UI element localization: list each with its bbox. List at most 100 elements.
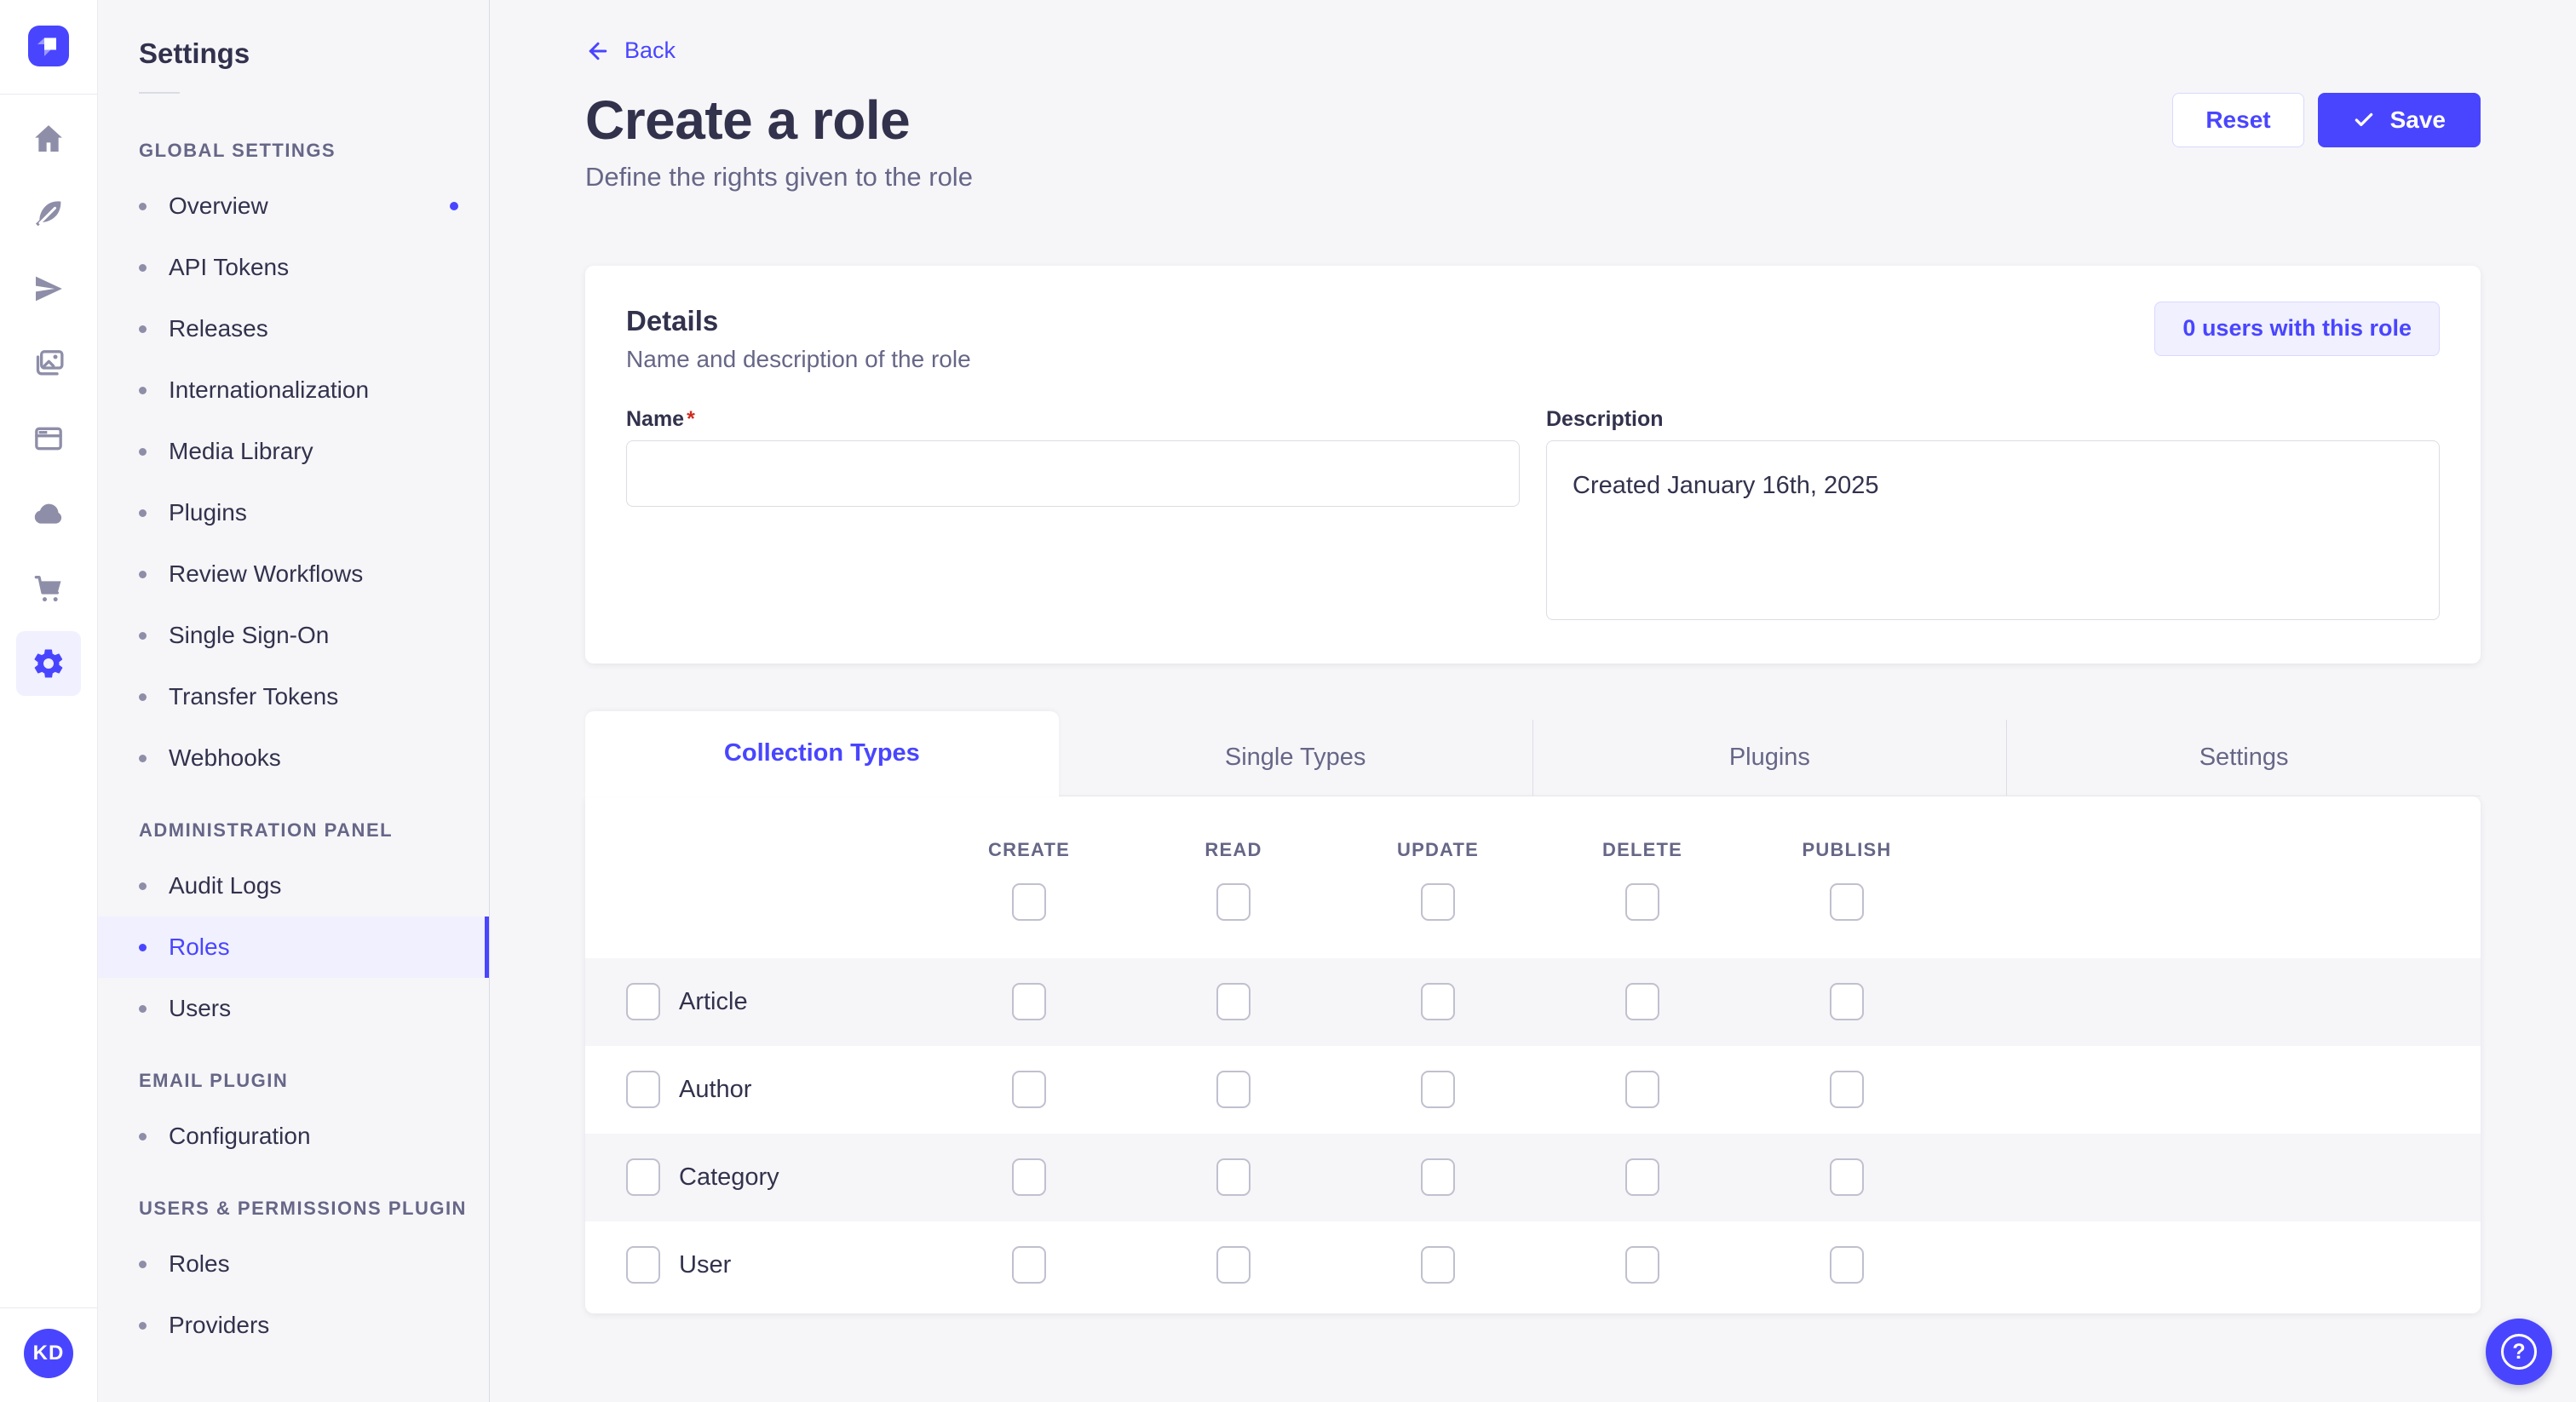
author-update-checkbox[interactable] bbox=[1421, 1071, 1455, 1108]
select-all-read-checkbox[interactable] bbox=[1216, 882, 1251, 921]
settings-sidebar: Settings GLOBAL SETTINGS Overview API To… bbox=[98, 0, 490, 1402]
user-publish-checkbox[interactable] bbox=[1830, 1246, 1864, 1284]
rail-divider-bottom bbox=[0, 1307, 97, 1308]
category-create-checkbox[interactable] bbox=[1012, 1158, 1046, 1196]
section-label: USERS & PERMISSIONS PLUGIN bbox=[139, 1198, 467, 1219]
sidebar-item-providers[interactable]: Providers bbox=[98, 1295, 489, 1356]
category-read-checkbox[interactable] bbox=[1216, 1158, 1251, 1196]
sidebar-item-internationalization[interactable]: Internationalization bbox=[98, 359, 489, 421]
row-article-select-checkbox[interactable] bbox=[626, 983, 660, 1020]
column-header-publish: PUBLISH bbox=[1802, 838, 1892, 860]
category-publish-checkbox[interactable] bbox=[1830, 1158, 1864, 1196]
article-publish-checkbox[interactable] bbox=[1830, 983, 1864, 1020]
back-link[interactable]: Back bbox=[585, 37, 676, 64]
sidebar-item-plugins[interactable]: Plugins bbox=[98, 482, 489, 543]
tab-single-types[interactable]: Single Types bbox=[1224, 743, 1366, 771]
sidebar-item-api-tokens[interactable]: API Tokens bbox=[98, 237, 489, 298]
user-read-checkbox[interactable] bbox=[1216, 1246, 1251, 1284]
category-delete-checkbox[interactable] bbox=[1625, 1158, 1659, 1196]
article-update-checkbox[interactable] bbox=[1421, 983, 1455, 1020]
sidebar-item-audit-logs[interactable]: Audit Logs bbox=[98, 855, 489, 916]
tab-plugins[interactable]: Plugins bbox=[1532, 719, 2007, 796]
tab-collection-types[interactable]: Collection Types bbox=[585, 710, 1059, 796]
required-asterisk: * bbox=[687, 406, 695, 431]
settings-gear-icon[interactable] bbox=[16, 631, 81, 696]
select-all-publish-checkbox[interactable] bbox=[1830, 882, 1864, 921]
permission-row-article: Article bbox=[585, 957, 2481, 1046]
sidebar-item-review-workflows[interactable]: Review Workflows bbox=[98, 543, 489, 605]
layout-icon[interactable] bbox=[16, 406, 81, 471]
sidebar-item-overview[interactable]: Overview bbox=[98, 175, 489, 237]
select-all-create-checkbox[interactable] bbox=[1012, 882, 1046, 921]
sidebar-item-configuration[interactable]: Configuration bbox=[98, 1106, 489, 1167]
question-mark-icon: ? bbox=[2501, 1334, 2537, 1370]
sidebar-title-divider bbox=[139, 92, 180, 94]
row-label: Category bbox=[679, 1163, 779, 1191]
sidebar-title: Settings bbox=[139, 37, 250, 69]
media-icon[interactable] bbox=[16, 331, 81, 396]
sidebar-item-media-library[interactable]: Media Library bbox=[98, 421, 489, 482]
user-avatar[interactable]: KD bbox=[24, 1329, 73, 1378]
row-label: Article bbox=[679, 987, 748, 1015]
select-all-update-checkbox[interactable] bbox=[1421, 882, 1455, 921]
article-create-checkbox[interactable] bbox=[1012, 983, 1046, 1020]
user-update-checkbox[interactable] bbox=[1421, 1246, 1455, 1284]
save-button[interactable]: Save bbox=[2317, 92, 2481, 147]
bullet-icon bbox=[139, 692, 147, 701]
section-label: EMAIL PLUGIN bbox=[139, 1070, 289, 1091]
cart-icon[interactable] bbox=[16, 556, 81, 621]
feather-icon[interactable] bbox=[16, 181, 81, 246]
cloud-icon[interactable] bbox=[16, 481, 81, 546]
home-icon[interactable] bbox=[16, 106, 81, 171]
bullet-icon bbox=[139, 1260, 147, 1268]
row-label: User bbox=[679, 1250, 732, 1278]
sidebar-item-releases[interactable]: Releases bbox=[98, 298, 489, 359]
section-label: GLOBAL SETTINGS bbox=[139, 140, 336, 161]
sidebar-item-roles-up[interactable]: Roles bbox=[98, 1233, 489, 1295]
select-all-delete-checkbox[interactable] bbox=[1625, 882, 1659, 921]
details-subheading: Name and description of the role bbox=[626, 345, 971, 372]
reset-button[interactable]: Reset bbox=[2172, 92, 2304, 147]
send-icon[interactable] bbox=[16, 256, 81, 321]
sidebar-item-users[interactable]: Users bbox=[98, 978, 489, 1039]
role-name-input[interactable] bbox=[626, 440, 1520, 507]
article-delete-checkbox[interactable] bbox=[1625, 983, 1659, 1020]
row-label: Author bbox=[679, 1075, 752, 1103]
sidebar-item-webhooks[interactable]: Webhooks bbox=[98, 727, 489, 789]
bullet-icon bbox=[139, 1321, 147, 1330]
help-button[interactable]: ? bbox=[2486, 1319, 2552, 1385]
strapi-logo[interactable] bbox=[28, 26, 69, 66]
details-heading: Details bbox=[626, 304, 719, 336]
permissions-section: Collection Types Single Types Plugins Se… bbox=[585, 710, 2481, 1313]
check-icon bbox=[2355, 112, 2372, 126]
row-user-select-checkbox[interactable] bbox=[626, 1246, 660, 1284]
author-publish-checkbox[interactable] bbox=[1830, 1071, 1864, 1108]
permission-row-user: User bbox=[585, 1221, 2481, 1309]
sidebar-item-single-sign-on[interactable]: Single Sign-On bbox=[98, 605, 489, 666]
row-author-select-checkbox[interactable] bbox=[626, 1071, 660, 1108]
sidebar-item-roles-admin[interactable]: Roles bbox=[98, 916, 489, 978]
bullet-icon bbox=[139, 631, 147, 640]
bullet-icon bbox=[139, 1132, 147, 1141]
sidebar-item-transfer-tokens[interactable]: Transfer Tokens bbox=[98, 666, 489, 727]
users-with-role-button[interactable]: 0 users with this role bbox=[2154, 301, 2440, 356]
user-delete-checkbox[interactable] bbox=[1625, 1246, 1659, 1284]
row-category-select-checkbox[interactable] bbox=[626, 1158, 660, 1196]
bullet-icon bbox=[139, 1004, 147, 1013]
article-read-checkbox[interactable] bbox=[1216, 983, 1251, 1020]
author-create-checkbox[interactable] bbox=[1012, 1071, 1046, 1108]
column-header-delete: DELETE bbox=[1602, 838, 1682, 860]
bullet-icon bbox=[139, 754, 147, 762]
author-read-checkbox[interactable] bbox=[1216, 1071, 1251, 1108]
bullet-icon bbox=[139, 325, 147, 333]
tab-settings[interactable]: Settings bbox=[2006, 719, 2481, 796]
column-header-update: UPDATE bbox=[1396, 838, 1480, 860]
page-subtitle: Define the rights given to the role bbox=[585, 161, 973, 192]
author-delete-checkbox[interactable] bbox=[1625, 1071, 1659, 1108]
permission-row-author: Author bbox=[585, 1046, 2481, 1134]
role-description-textarea[interactable]: Created January 16th, 2025 bbox=[1546, 440, 2440, 620]
bullet-icon bbox=[139, 509, 147, 517]
rail-nav bbox=[16, 106, 81, 706]
user-create-checkbox[interactable] bbox=[1012, 1246, 1046, 1284]
category-update-checkbox[interactable] bbox=[1421, 1158, 1455, 1196]
